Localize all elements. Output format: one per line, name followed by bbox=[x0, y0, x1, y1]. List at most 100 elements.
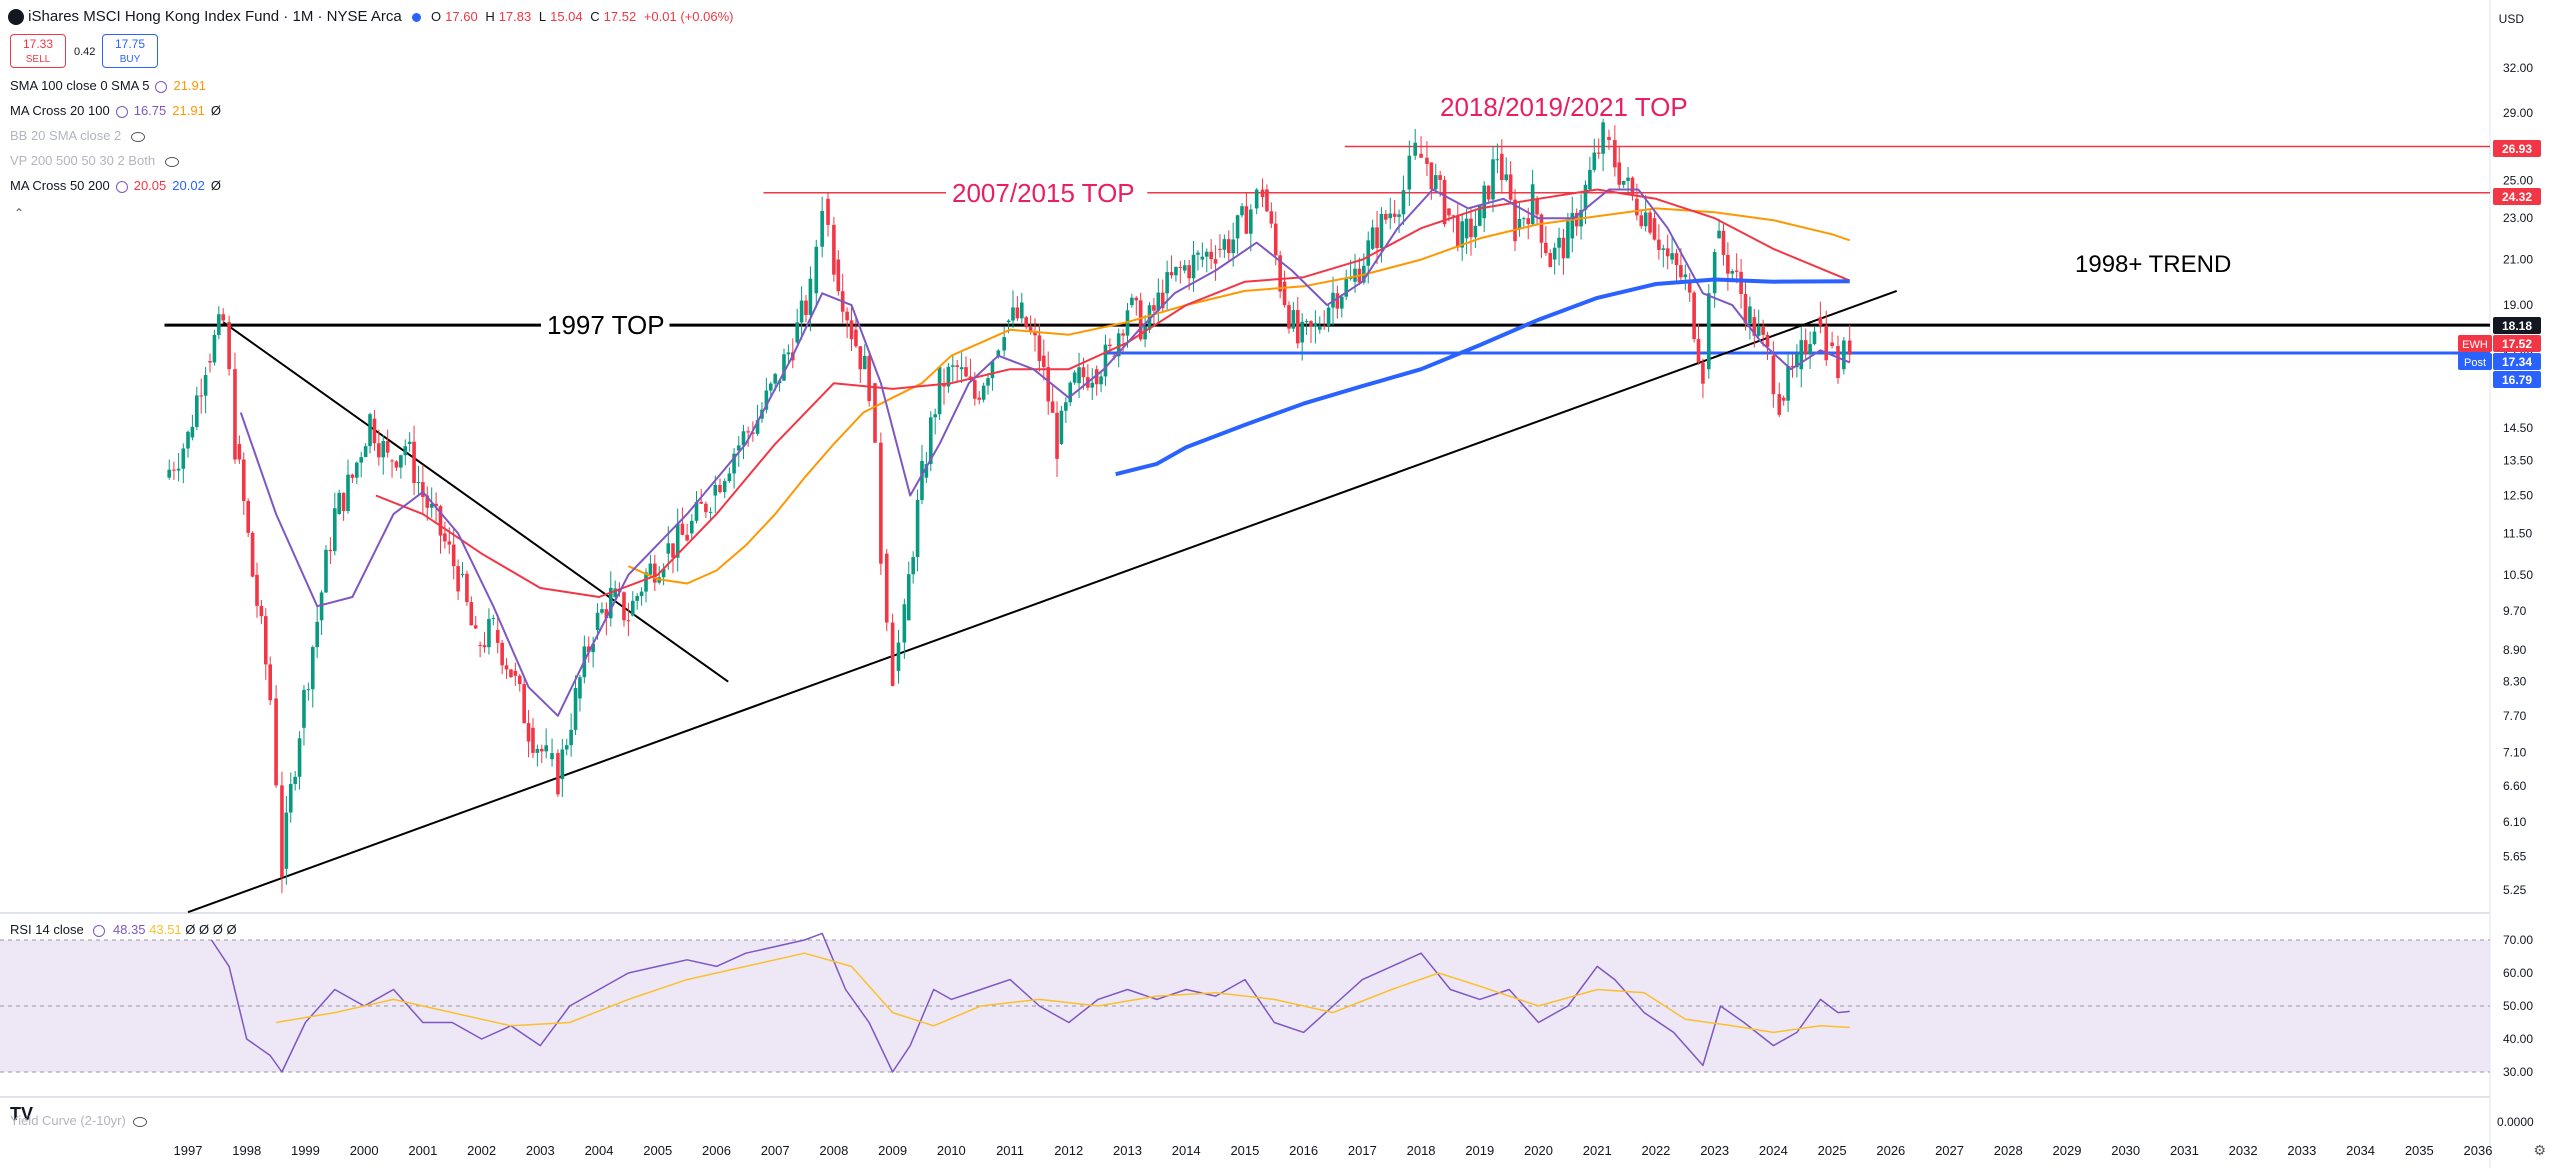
indicator-row[interactable]: VP 200 500 50 30 2 Both bbox=[10, 153, 185, 168]
rsi-name[interactable]: RSI 14 close bbox=[10, 922, 84, 937]
candle-body bbox=[1517, 218, 1522, 229]
indicator-name: VP 200 500 50 30 2 Both bbox=[10, 153, 156, 168]
buy-button[interactable]: 17.75 BUY bbox=[102, 34, 158, 68]
candle-body bbox=[879, 442, 883, 564]
candle-body bbox=[996, 350, 1001, 356]
candle-body bbox=[544, 745, 548, 752]
hidden-eye-icon[interactable] bbox=[165, 156, 180, 167]
indicator-name: BB 20 SMA close 2 bbox=[10, 128, 122, 143]
yield-curve-name[interactable]: Yield Curve (2-10yr) bbox=[10, 1113, 126, 1128]
collapse-legend-icon[interactable]: ⌃ bbox=[14, 206, 25, 220]
symbol-title[interactable]: iShares MSCI Hong Kong Index Fund · 1M ·… bbox=[28, 8, 402, 25]
settings-gear-icon[interactable]: ⚙ bbox=[2533, 1142, 2546, 1158]
candle-body bbox=[1522, 218, 1526, 220]
candle-body bbox=[804, 300, 808, 316]
candle-body bbox=[1024, 317, 1028, 328]
indicator-value: 21.91 bbox=[172, 103, 205, 118]
candle-body bbox=[487, 619, 491, 648]
candle-body bbox=[1607, 136, 1611, 141]
candle-body bbox=[722, 481, 727, 493]
candle-body bbox=[399, 455, 403, 468]
price-axis-tick: 6.10 bbox=[2503, 815, 2527, 829]
candle-body bbox=[1326, 307, 1331, 326]
candle-body bbox=[635, 596, 639, 601]
yield-axis-tick: 0.0000 bbox=[2497, 1115, 2534, 1129]
candle-body bbox=[1539, 214, 1544, 243]
hidden-eye-icon[interactable] bbox=[131, 131, 146, 142]
trend-line bbox=[187, 289, 1898, 914]
candle-body bbox=[315, 621, 319, 648]
candle-body bbox=[377, 443, 381, 458]
candle-body bbox=[1795, 354, 1799, 368]
candle-body bbox=[241, 459, 246, 501]
candle-body bbox=[1300, 321, 1304, 343]
price-axis-tick: 10.50 bbox=[2503, 568, 2533, 582]
candle-body bbox=[341, 492, 346, 511]
candle-body bbox=[1254, 189, 1259, 209]
candle-body bbox=[1112, 355, 1117, 357]
candle-body bbox=[1265, 189, 1269, 212]
candle-body bbox=[359, 457, 364, 463]
candle-body bbox=[1174, 266, 1178, 276]
candle-body bbox=[509, 669, 513, 678]
candle-body bbox=[1743, 293, 1748, 324]
candle-body bbox=[550, 753, 554, 760]
indicator-settings-icon[interactable] bbox=[115, 105, 128, 118]
indicator-settings-icon[interactable] bbox=[115, 180, 128, 193]
candle-body bbox=[1781, 397, 1786, 401]
candle-body bbox=[381, 441, 386, 458]
candle-body bbox=[694, 501, 699, 521]
candle-body bbox=[600, 609, 604, 613]
indicator-row[interactable]: SMA 100 close 0 SMA 5 21.91 bbox=[10, 78, 212, 93]
candle-body bbox=[1116, 333, 1121, 357]
currency-label[interactable]: USD bbox=[2498, 12, 2524, 26]
candle-body bbox=[1588, 169, 1592, 190]
sell-button[interactable]: 17.33 SELL bbox=[10, 34, 66, 68]
candle-body bbox=[1156, 292, 1161, 311]
time-axis-tick: 2034 bbox=[2346, 1143, 2375, 1158]
indicator-row[interactable]: MA Cross 50 200 20.05 20.02 Ø bbox=[10, 178, 227, 193]
candle-body bbox=[355, 462, 359, 478]
candle-body bbox=[1765, 334, 1770, 347]
candle-body bbox=[264, 616, 268, 665]
price-tag bbox=[2493, 188, 2541, 205]
candle-body bbox=[1094, 369, 1099, 385]
candle-body bbox=[1037, 335, 1042, 361]
candle-body bbox=[782, 354, 786, 381]
price-axis-tick: 13.50 bbox=[2503, 453, 2533, 467]
indicator-value: 16.75 bbox=[133, 103, 167, 118]
candle-body bbox=[1613, 140, 1617, 168]
price-axis-tick: 7.10 bbox=[2503, 746, 2527, 760]
candle-body bbox=[1803, 340, 1808, 354]
indicator-settings-icon[interactable] bbox=[155, 80, 168, 93]
time-axis-tick: 2019 bbox=[1465, 1143, 1494, 1158]
candle-body bbox=[1019, 302, 1024, 319]
candle-body bbox=[1513, 199, 1517, 242]
candle-body bbox=[255, 574, 259, 606]
candle-body bbox=[1438, 175, 1442, 180]
indicator-settings-icon[interactable] bbox=[93, 924, 106, 937]
indicator-row[interactable]: BB 20 SMA close 2 bbox=[10, 128, 151, 143]
price-axis-tick: 11.50 bbox=[2503, 526, 2532, 540]
hidden-eye-icon[interactable] bbox=[133, 1116, 148, 1127]
rsi-axis-tick: 70.00 bbox=[2503, 933, 2533, 947]
candle-body bbox=[416, 482, 421, 484]
candle-body bbox=[906, 574, 911, 621]
candle-body bbox=[1643, 212, 1648, 227]
candle-body bbox=[1561, 237, 1566, 259]
candle-body bbox=[1002, 337, 1006, 351]
candle-body bbox=[648, 563, 653, 575]
candle-body bbox=[751, 432, 755, 434]
candle-body bbox=[1818, 317, 1823, 326]
candle-body bbox=[1491, 159, 1495, 200]
candle-body bbox=[1451, 215, 1456, 217]
indicator-row[interactable]: MA Cross 20 100 16.75 21.91 Ø bbox=[10, 103, 227, 118]
indicator-value: Ø bbox=[210, 103, 221, 118]
indicator-value: 20.05 bbox=[133, 178, 167, 193]
candle-body bbox=[820, 210, 824, 247]
candle-body bbox=[1504, 174, 1509, 181]
candle-body bbox=[928, 417, 933, 465]
candle-body bbox=[1460, 221, 1464, 248]
candle-body bbox=[569, 729, 573, 746]
